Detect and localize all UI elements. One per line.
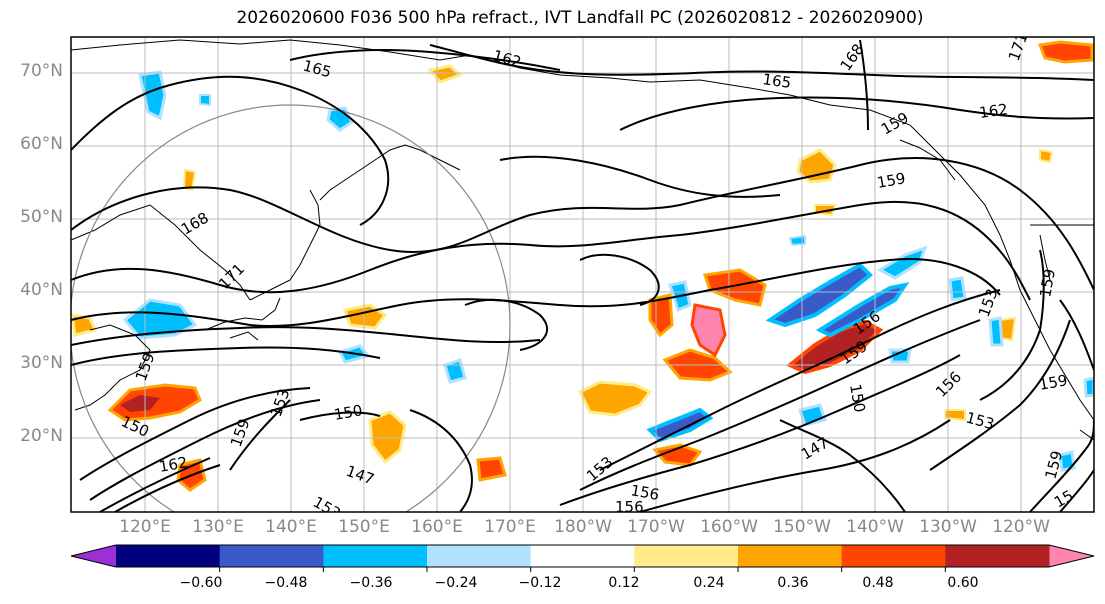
lat-label-20n: 20°N (20, 426, 63, 446)
lat-label-40n: 40°N (20, 280, 63, 300)
colorbar-extend-min (71, 545, 116, 567)
colorbar-segment (841, 545, 946, 567)
lon-label-170e: 170°E (484, 517, 536, 537)
contour-label: 162 (158, 453, 189, 476)
lon-label-120w: 120°W (992, 517, 1050, 537)
lat-label-50n: 50°N (20, 207, 63, 227)
colorbar-tick-label: −0.60 (179, 575, 223, 591)
colorbar-tick-label: 0.12 (608, 575, 640, 591)
colorbar-tick-label: −0.36 (349, 575, 393, 591)
colorbar-segment (427, 545, 532, 567)
lon-label-120e: 120°E (119, 517, 171, 537)
colorbar-tick-label: 0.48 (862, 575, 894, 591)
colorbar (70, 544, 1095, 572)
colorbar-segment (634, 545, 739, 567)
contour-label: 150 (333, 401, 364, 424)
contour-label: 165 (761, 70, 792, 92)
lon-label-180w: 180°W (554, 517, 612, 537)
colorbar-segment (530, 545, 635, 567)
colorbar-segment (116, 545, 221, 567)
lon-label-140w: 140°W (846, 517, 904, 537)
colorbar-tick-label: 0.36 (777, 575, 809, 591)
coastlines (71, 39, 1094, 441)
colorbar-segment (738, 545, 843, 567)
lon-label-150e: 150°E (338, 517, 390, 537)
contour-label: 159 (876, 169, 907, 192)
colorbar-segment (219, 545, 324, 567)
contour-label: 159 (1038, 371, 1069, 394)
map-plot-area: 162 165 168 165 162 171 159 159 168 171 … (71, 37, 1094, 516)
colorbar-tick-label: −0.48 (264, 575, 308, 591)
lat-label-70n: 70°N (20, 61, 63, 81)
colorbar-tick-label: −0.24 (434, 575, 478, 591)
colorbar-extend-max (1049, 545, 1094, 567)
lat-label-30n: 30°N (20, 353, 63, 373)
contour-label: 159 (1036, 267, 1059, 298)
lon-label-130w: 130°W (919, 517, 977, 537)
map-title: 2026020600 F036 500 hPa refract., IVT La… (236, 8, 924, 28)
colorbar-segment (323, 545, 428, 567)
lon-label-140e: 140°E (265, 517, 317, 537)
lon-label-130e: 130°E (192, 517, 244, 537)
colorbar-tick-label: −0.12 (518, 575, 562, 591)
colorbar-segment (945, 545, 1050, 567)
lat-label-60n: 60°N (20, 134, 63, 154)
lon-label-160w: 160°W (700, 517, 758, 537)
colorbar-tick-label: 0.24 (693, 575, 725, 591)
lon-label-160e: 160°E (411, 517, 463, 537)
lon-label-150w: 150°W (773, 517, 831, 537)
lon-label-170w: 170°W (627, 517, 685, 537)
contour-label: 156 (615, 498, 644, 516)
contour-label: 156 (629, 481, 660, 504)
colorbar-tick-label: 0.60 (947, 575, 979, 591)
map-frame (70, 36, 1095, 513)
height-contours (71, 39, 1094, 512)
region-circle (71, 104, 511, 512)
contour-label: 150 (846, 383, 869, 414)
contour-label: 162 (978, 100, 1009, 122)
negative-shading (122, 70, 1094, 472)
